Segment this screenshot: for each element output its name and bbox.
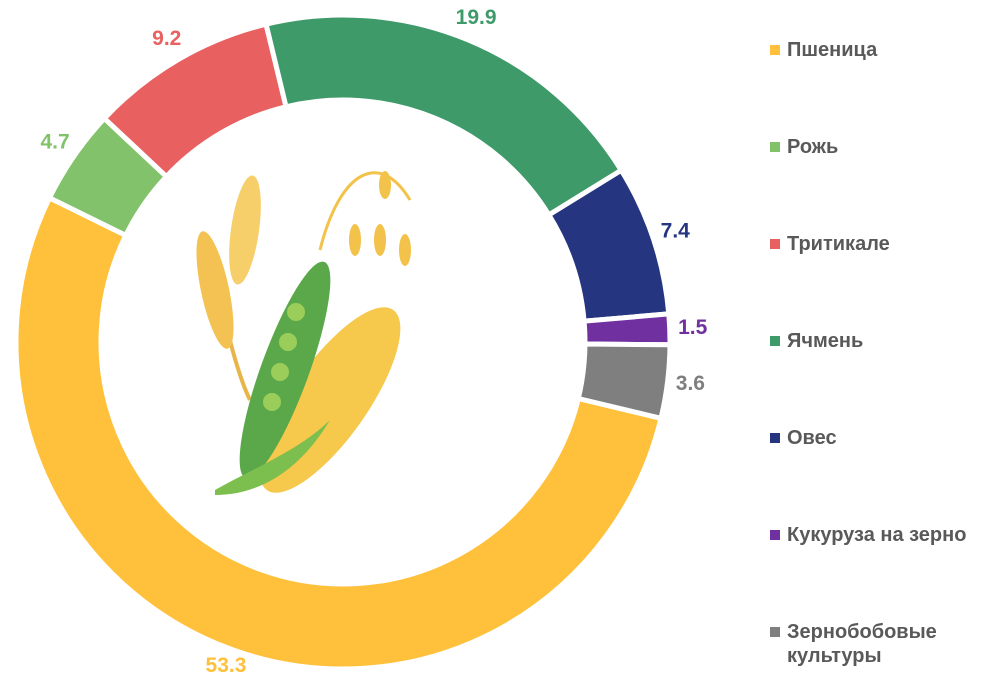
page: {"chart_data": {"type": "donut", "catego… [0, 0, 992, 681]
legend-swatch [770, 336, 780, 346]
legend-swatch [770, 530, 780, 540]
legend-label: Овес [787, 426, 837, 450]
donut-segment [584, 314, 670, 345]
legend-item: Ячмень [770, 329, 992, 353]
legend-label: Рожь [787, 135, 838, 159]
chart: 53.3 4.7 9.2 19.9 7.4 1.5 3.6 [0, 0, 770, 681]
value-label: 4.7 [40, 131, 69, 154]
legend-swatch [770, 45, 780, 55]
value-label: 53.3 [206, 654, 247, 677]
legend-swatch [770, 239, 780, 249]
value-label: 19.9 [456, 6, 497, 29]
legend-swatch [770, 433, 780, 443]
legend-label: Кукуруза на зерно [787, 523, 966, 547]
legend-item: Тритикале [770, 232, 992, 256]
legend-label: Тритикале [787, 232, 890, 256]
center-illustration [189, 171, 424, 512]
value-label: 9.2 [152, 27, 181, 50]
legend-item: Пшеница [770, 38, 992, 62]
legend-item: Кукуруза на зерно [770, 523, 992, 547]
legend: Пшеница Рожь Тритикале Ячмень Овес Кукуруза н… [770, 0, 992, 681]
legend-label: Зернобобовые культуры [787, 620, 967, 668]
legend-swatch [770, 627, 780, 637]
donut-segment [266, 15, 621, 215]
legend-swatch [770, 142, 780, 152]
value-label: 1.5 [678, 316, 708, 339]
legend-item: Овес [770, 426, 992, 450]
value-label: 7.4 [661, 220, 691, 243]
legend-item: Рожь [770, 135, 992, 159]
legend-label: Ячмень [787, 329, 863, 353]
legend-item: Зернобобовые культуры [770, 620, 992, 668]
value-label: 3.6 [676, 372, 705, 395]
legend-label: Пшеница [787, 38, 877, 62]
